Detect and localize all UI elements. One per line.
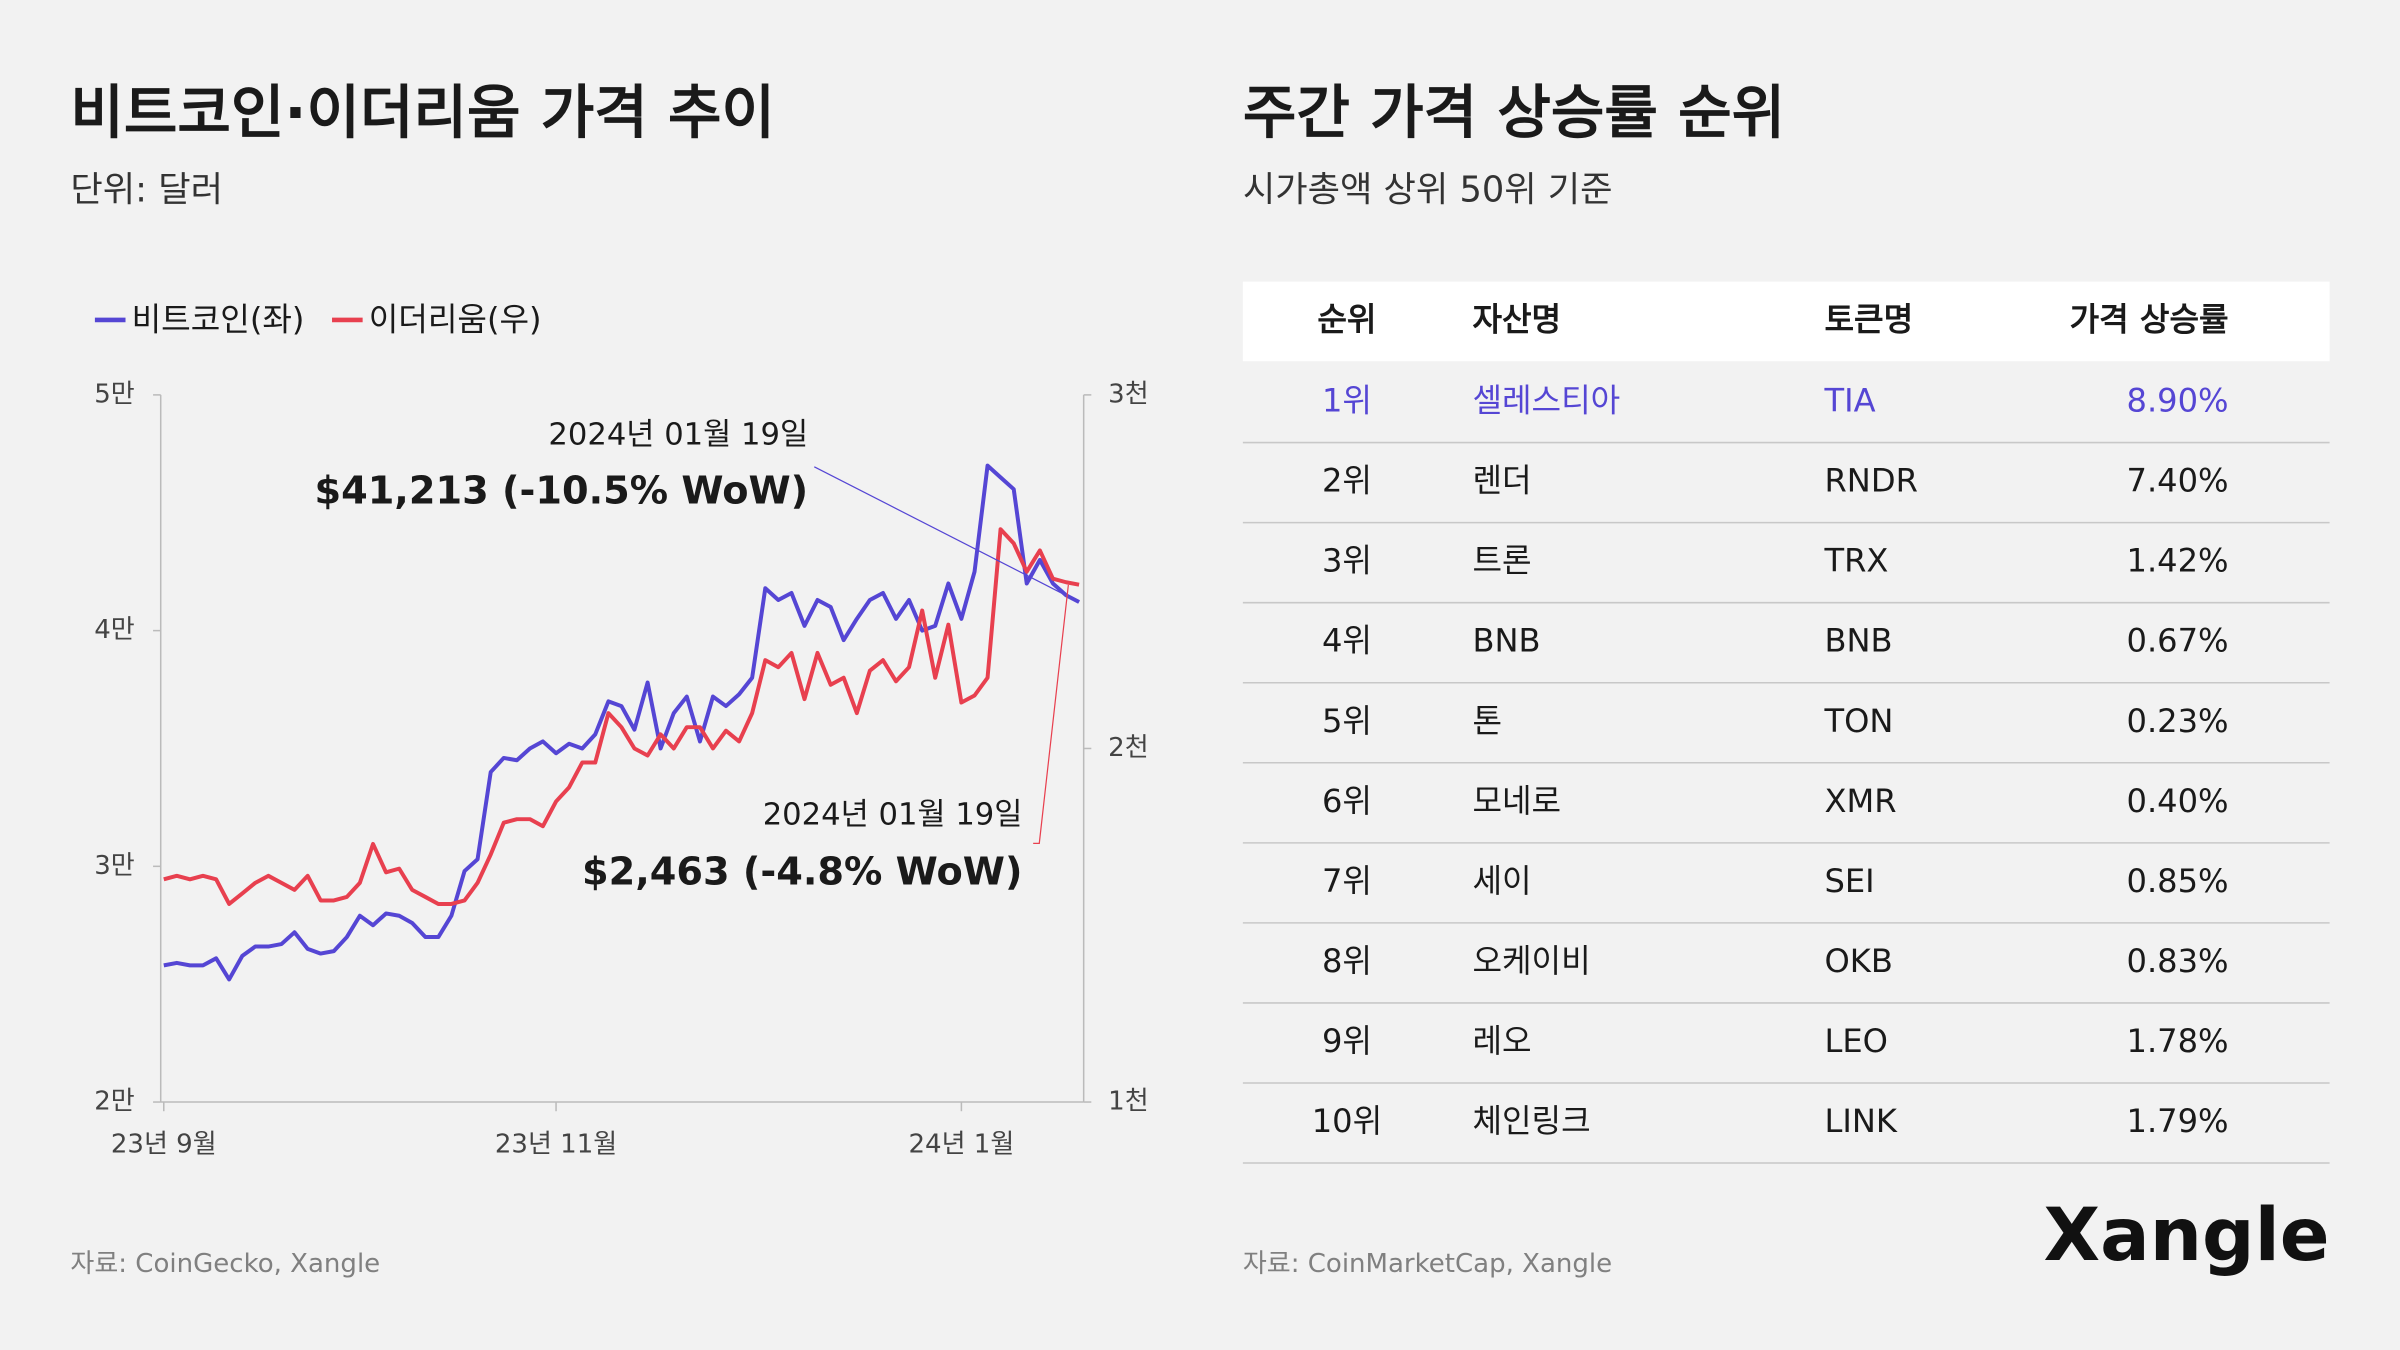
table-cell: 0.83% [2127,942,2229,980]
table-cell: 렌더 [1472,462,1531,500]
y2-tick-label: 1천 [1108,1087,1149,1117]
table-cell: 0.85% [2127,862,2229,900]
table-cell: 1.79% [2127,1102,2229,1140]
table-cell: 톤 [1472,702,1502,740]
table-title: 주간 가격 상승률 순위 [1243,78,1785,146]
table-cell: TON [1823,702,1893,740]
chart-title: 비트코인·이더리움 가격 추이 [70,78,775,146]
x-tick-label: 24년 1월 [909,1129,1015,1159]
table-cell: LEO [1824,1022,1887,1060]
table-subtitle: 시가총액 상위 50위 기준 [1243,169,1613,210]
legend-label: 비트코인(좌) [132,300,305,338]
table-cell: 6위 [1322,782,1372,820]
table-source: 자료: CoinMarketCap, Xangle [1243,1249,1612,1279]
table-cell: 0.67% [2127,622,2229,660]
brand-logo: Xangle [2044,1193,2330,1278]
y2-tick-label: 3천 [1108,379,1149,409]
table-cell: 0.40% [2127,782,2229,820]
table-cell: 3위 [1322,542,1372,580]
table-cell: XMR [1824,782,1896,820]
table-cell: 7.40% [2127,462,2229,500]
table-cell: 모네로 [1472,782,1561,820]
table-cell: RNDR [1824,462,1917,500]
y2-tick-label: 2천 [1108,733,1149,763]
chart-subtitle: 단위: 달러 [70,169,223,210]
x-tick-label: 23년 9월 [111,1129,217,1159]
x-tick-label: 23년 11월 [495,1129,617,1159]
table-header-cell: 자산명 [1472,300,1561,338]
annotation-date: 2024년 01월 19일 [548,418,808,453]
table-cell: 5위 [1322,702,1372,740]
table-cell: 오케이비 [1472,942,1590,980]
table-cell: 9위 [1322,1022,1372,1060]
table-cell: LINK [1824,1102,1897,1140]
table-cell: 체인링크 [1472,1102,1590,1140]
table-cell: TRX [1823,542,1888,580]
table-cell: 1.78% [2127,1022,2229,1060]
annotation-value: $2,463 (-4.8% WoW) [582,849,1022,894]
table-cell: 1.42% [2127,542,2229,580]
table-header-bg [1242,281,2330,362]
y-tick-label: 5만 [94,379,135,409]
y-tick-label: 4만 [94,615,135,645]
table-cell: 8.90% [2127,382,2229,420]
table-cell: TIA [1823,382,1875,420]
table-cell: 셀레스티아 [1472,382,1620,420]
y-tick-label: 3만 [94,851,135,881]
table-cell: 세이 [1472,862,1531,900]
table-cell: 트론 [1472,542,1531,580]
table-cell: 7위 [1322,862,1372,900]
series-line [163,527,1080,906]
table-header-cell: 토큰명 [1824,300,1913,338]
table-cell: 4위 [1322,622,1372,660]
table-cell: 레오 [1472,1022,1531,1060]
table-cell: 8위 [1322,942,1372,980]
table-cell: BNB [1472,622,1540,660]
table-cell: OKB [1824,942,1892,980]
table-cell: 0.23% [2127,702,2229,740]
table-cell: 1위 [1322,382,1372,420]
table-header-cell: 가격 상승률 [2070,300,2229,338]
table-cell: 2위 [1322,462,1372,500]
annotation-date: 2024년 01월 19일 [763,797,1023,832]
annotation-leader [1033,584,1069,844]
table-cell: BNB [1824,622,1892,660]
chart-source: 자료: CoinGecko, Xangle [70,1249,380,1279]
table-cell: 10위 [1312,1102,1382,1140]
y-tick-label: 2만 [94,1087,135,1117]
annotation-leader [814,466,1080,603]
table-cell: SEI [1824,862,1874,900]
annotation-value: $41,213 (-10.5% WoW) [314,468,808,513]
legend-label: 이더리움(우) [369,300,542,338]
table-header-cell: 순위 [1317,300,1376,338]
